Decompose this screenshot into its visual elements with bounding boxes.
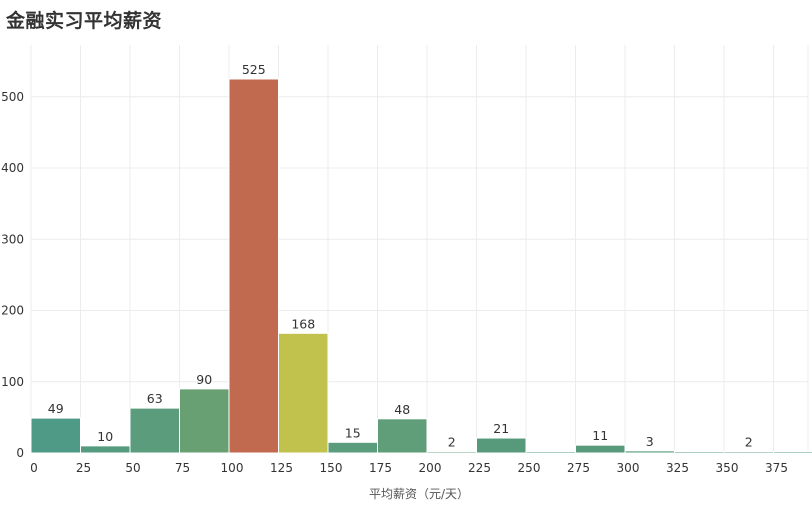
y-tick-label: 400: [1, 161, 24, 175]
histogram-bar: [426, 451, 477, 454]
x-tick-label: 150: [320, 461, 343, 475]
x-tick-label: 25: [76, 461, 91, 475]
x-tick-label: 0: [30, 461, 38, 475]
data-label-layer: 49 10 63 90 525 168 15 48 2 21 11 3 2: [48, 62, 753, 450]
chart-title: 金融实习平均薪资: [6, 10, 163, 32]
x-tick-label: 75: [175, 461, 190, 475]
x-tick-label: 250: [518, 461, 541, 475]
histogram-bar: [30, 417, 81, 454]
histogram-bar: [377, 418, 428, 454]
bar-value-label: 49: [48, 401, 64, 416]
x-axis-label: 平均薪资（元/天）: [369, 487, 469, 501]
histogram-bar: [723, 451, 774, 454]
x-tick-label: 275: [567, 461, 590, 475]
x-tick-label: 100: [221, 461, 244, 475]
bar-value-label: 90: [196, 372, 212, 387]
bar-value-label: 11: [592, 428, 608, 443]
x-tick-label: 350: [716, 461, 739, 475]
histogram-bar: [624, 450, 675, 454]
x-tick-label: 50: [125, 461, 140, 475]
histogram-bar: [773, 451, 812, 454]
histogram-bar: [228, 78, 279, 454]
bar-value-label: 525: [242, 62, 266, 77]
histogram-bar: [575, 444, 626, 454]
bar-value-label: 15: [345, 425, 361, 440]
x-tick-label: 200: [419, 461, 442, 475]
bar-value-label: 2: [745, 435, 753, 450]
histogram-bar: [129, 407, 180, 454]
bar-layer: [30, 78, 812, 454]
histogram-bar: [179, 388, 230, 454]
histogram-bar: [525, 451, 576, 454]
bar-value-label: 63: [147, 391, 163, 406]
y-tick-label: 100: [1, 375, 24, 389]
bar-value-label: 2: [448, 435, 456, 450]
histogram-bar: [80, 445, 131, 454]
y-tick-label: 500: [1, 90, 24, 104]
bar-value-label: 21: [493, 421, 509, 436]
x-tick-label: 125: [270, 461, 293, 475]
histogram-bar: [327, 441, 378, 454]
x-tick-label: 325: [666, 461, 689, 475]
x-tick-label: 375: [765, 461, 788, 475]
bar-value-label: 10: [97, 429, 113, 444]
histogram-bar: [278, 332, 329, 454]
bar-value-label: 3: [646, 434, 654, 449]
x-tick-label: 175: [369, 461, 392, 475]
y-tick-label: 300: [1, 232, 24, 246]
y-tick-label: 200: [1, 304, 24, 318]
histogram-bar: [476, 437, 527, 454]
histogram-bar: [674, 451, 725, 454]
y-tick-label: 0: [16, 446, 24, 460]
x-tick-label: 225: [468, 461, 491, 475]
x-tick-label: 300: [617, 461, 640, 475]
bar-value-label: 168: [291, 316, 315, 331]
bar-value-label: 48: [394, 402, 410, 417]
